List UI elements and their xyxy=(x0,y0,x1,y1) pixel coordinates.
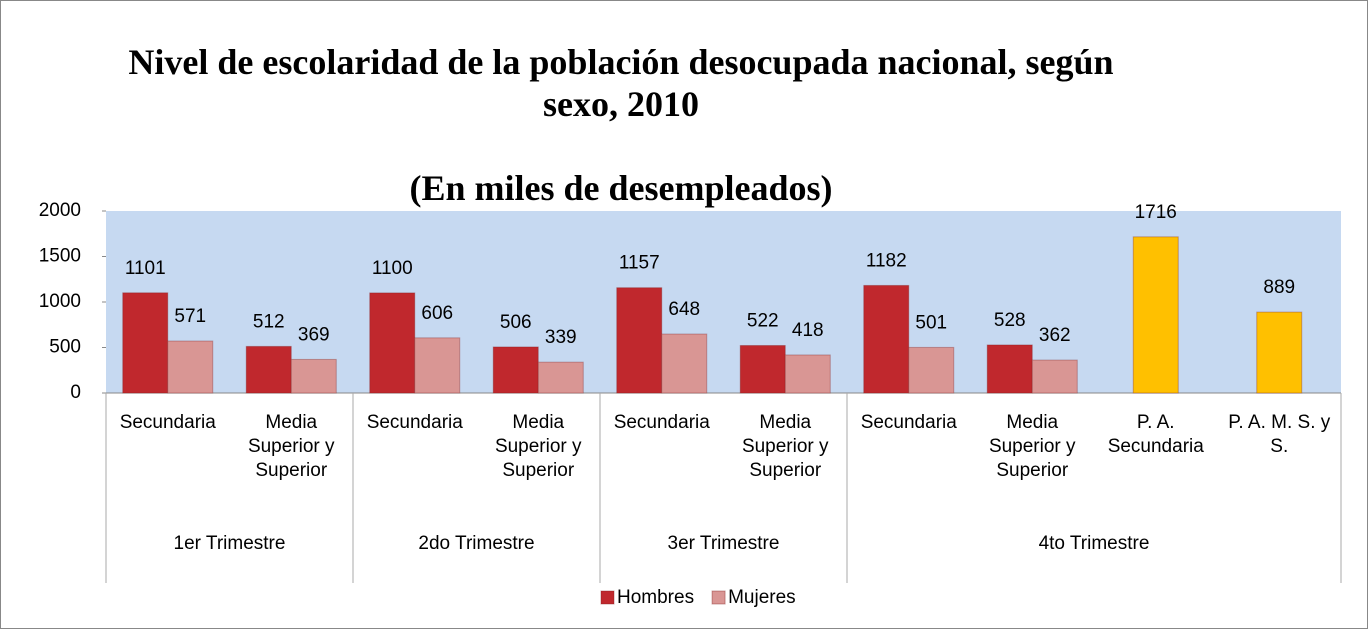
bar xyxy=(1132,236,1179,394)
legend-label: Hombres xyxy=(617,587,694,608)
value-label: 571 xyxy=(174,306,206,327)
value-label: 1157 xyxy=(619,253,660,274)
bar xyxy=(863,284,910,394)
bar xyxy=(739,344,786,394)
group-label: 2do Trimestre xyxy=(418,533,534,554)
legend-label: Mujeres xyxy=(728,587,796,608)
bar xyxy=(414,337,461,394)
bar xyxy=(369,292,416,394)
bar xyxy=(492,346,539,394)
y-tick-label: 500 xyxy=(49,337,81,358)
x-tick-label: Secundaria xyxy=(119,412,216,433)
value-label: 606 xyxy=(421,303,453,324)
value-label: 506 xyxy=(500,312,532,333)
bar xyxy=(908,346,955,394)
value-label: 501 xyxy=(915,312,947,333)
y-tick-label: 2000 xyxy=(39,200,81,221)
chart-title: Nivel de escolaridad de la población des… xyxy=(128,42,1114,124)
x-tick-label: Secundaria xyxy=(613,412,710,433)
bar xyxy=(245,345,292,394)
bar xyxy=(1256,311,1303,394)
group-label: 3er Trimestre xyxy=(668,533,780,554)
value-label: 522 xyxy=(747,311,779,332)
value-label: 512 xyxy=(253,311,285,332)
value-label: 1101 xyxy=(125,258,166,279)
bar xyxy=(784,354,831,394)
y-tick-label: 1500 xyxy=(39,246,81,267)
value-label: 418 xyxy=(792,320,824,341)
x-tick-label: Media Superior y Superior xyxy=(247,412,335,481)
x-tick-label: Media Superior y Superior xyxy=(988,412,1076,481)
x-tick-label: P. A. Secundaria xyxy=(1107,412,1204,457)
bar xyxy=(661,333,708,394)
x-tick-label: Secundaria xyxy=(366,412,463,433)
x-tick-label: Media Superior y Superior xyxy=(494,412,582,481)
legend-swatch xyxy=(711,590,726,605)
bar xyxy=(122,292,169,394)
group-label: 4to Trimestre xyxy=(1039,533,1150,554)
value-label: 1716 xyxy=(1135,202,1177,223)
value-label: 528 xyxy=(994,310,1026,331)
x-tick-label: Media Superior y Superior xyxy=(741,412,829,481)
legend-swatch xyxy=(600,590,615,605)
value-label: 1182 xyxy=(866,250,907,271)
x-tick-label: P. A. M. S. y S. xyxy=(1228,412,1331,457)
group-label: 1er Trimestre xyxy=(174,533,286,554)
bar xyxy=(1031,359,1078,394)
x-tick-label: Secundaria xyxy=(860,412,957,433)
bar xyxy=(537,361,584,394)
chart-subtitle: (En miles de desempleados) xyxy=(409,168,833,208)
value-label: 362 xyxy=(1039,325,1071,346)
value-label: 889 xyxy=(1263,277,1295,298)
y-tick-label: 0 xyxy=(70,382,81,403)
bar xyxy=(616,287,663,394)
y-tick-label: 1000 xyxy=(39,291,81,312)
bar xyxy=(986,344,1033,394)
value-label: 648 xyxy=(668,299,700,320)
value-label: 1100 xyxy=(372,258,413,279)
value-label: 369 xyxy=(298,324,330,345)
value-label: 339 xyxy=(545,327,577,348)
bar xyxy=(290,358,337,394)
bar xyxy=(167,340,214,394)
